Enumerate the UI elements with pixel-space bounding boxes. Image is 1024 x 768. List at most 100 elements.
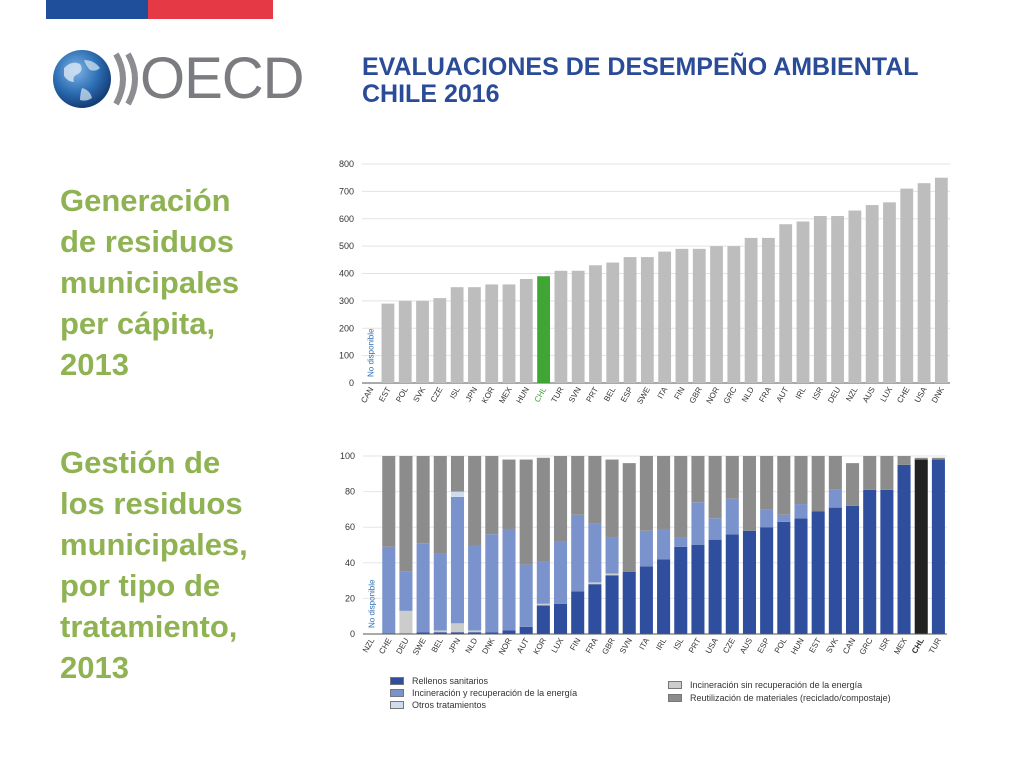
x-tick-label-prt: PRT [584, 385, 600, 403]
bar-lux [883, 202, 896, 383]
bar-segment-hun-landfill [794, 518, 808, 634]
legend-item-incineration-no-energy: Incineración sin recuperación de la ener… [668, 680, 862, 690]
bar-svk [416, 300, 429, 383]
x-tick-label-fra: FRA [584, 636, 600, 655]
x-tick-label-usa: USA [913, 385, 929, 404]
bar-che [900, 188, 914, 383]
page-title-line-2: CHILE 2016 [362, 80, 500, 108]
bar-segment-dnk-recycling [485, 456, 499, 535]
bar-segment-kor-landfill [536, 605, 550, 634]
bar-tur [554, 270, 568, 383]
bar-segment-grc-landfill [863, 489, 877, 634]
bar-segment-isl-incineration_energy [674, 537, 688, 547]
bar-segment-fra-incineration_energy [588, 523, 602, 583]
bar-segment-nor-recycling [502, 459, 516, 529]
flag-stripe-blue [46, 0, 148, 19]
bar-segment-pol-landfill [777, 521, 791, 634]
bar-segment-jpn-landfill [450, 632, 464, 634]
bar-segment-cze-landfill [725, 534, 739, 634]
bar-segment-kor-incineration_no_energy [536, 603, 550, 606]
bar-segment-esp-landfill [760, 527, 774, 634]
x-tick-label-nld: NLD [464, 636, 480, 655]
legend-swatch-recycling [668, 694, 682, 702]
bar-segment-can-landfill [846, 505, 860, 634]
x-tick-label-fra: FRA [757, 385, 773, 404]
legend-label-incineration-energy: Incineración y recuperación de la energí… [412, 688, 578, 698]
x-tick-label-svk: SVK [824, 636, 840, 655]
bar-segment-jpn-incineration_no_energy [450, 623, 464, 633]
chart-waste-treatment: 0 20 40 60 80 100 No disponible NZL CHE DEU SWE BEL… [340, 451, 947, 657]
legend-swatch-landfill [390, 677, 404, 685]
section-title-generation: Generación de residuos municipales per c… [60, 183, 240, 382]
bar-gbr [692, 248, 706, 383]
x-tick-label-aus: AUS [738, 637, 754, 656]
x-tick-label-isl: ISL [448, 385, 462, 400]
bar-nzl [848, 210, 862, 383]
y-tick-label: 40 [345, 558, 355, 568]
oecd-logo-text: OECD [140, 46, 305, 111]
x-tick-label-che: CHE [377, 637, 393, 656]
bar-segment-grc-recycling [863, 456, 877, 490]
bar-fin [675, 248, 689, 383]
x-tick-label-bel: BEL [430, 636, 446, 654]
x-tick-label-esp: ESP [756, 637, 772, 655]
x-tick-label-aut: AUT [515, 636, 531, 654]
y-tick-label: 300 [339, 296, 354, 306]
legend-label-recycling: Reutilización de materiales (reciclado/c… [690, 693, 891, 703]
x-tick-label-dnk: DNK [930, 385, 947, 405]
x-tick-label-aus: AUS [861, 386, 877, 405]
x-tick-label-irl: IRL [654, 636, 668, 652]
bar-fra [762, 237, 775, 383]
x-tick-label-jpn: JPN [464, 385, 479, 403]
x-tick-label-jpn: JPN [447, 636, 462, 654]
bar-segment-bel-recycling [433, 456, 447, 554]
bar-segment-nor-landfill [502, 630, 516, 634]
bar-segment-svk-landfill [828, 507, 842, 634]
section-title-management: Gestión de los residuos municipales, por… [60, 445, 248, 685]
legend-swatch-incineration-no-energy [668, 681, 682, 689]
bar-segment-irl-landfill [657, 559, 671, 634]
y-tick-label: 600 [339, 214, 354, 224]
flag-stripe-red [148, 0, 273, 19]
bar-cze [433, 298, 447, 383]
bar-irl [796, 221, 810, 383]
x-tick-label-est: EST [807, 636, 823, 654]
x-tick-label-isl: ISL [672, 636, 686, 651]
bar-segment-ita-landfill [639, 566, 653, 634]
bar-deu [831, 216, 844, 383]
bar-nor [710, 246, 723, 383]
bar-bel [606, 262, 620, 383]
bar-segment-aut-recycling [519, 459, 533, 565]
x-tick-label-nld: NLD [740, 385, 756, 404]
x-tick-label-ita: ITA [637, 636, 651, 651]
y-tick-label: 200 [339, 323, 354, 333]
bar-segment-jpn-other [450, 491, 464, 497]
y-tick-label: 500 [339, 241, 354, 251]
chart-waste-per-capita: 0 100 200 300 400 500 600 700 800 No disponible CA… [339, 159, 950, 406]
bar-segment-aus-recycling [742, 456, 756, 531]
bar-segment-fra-landfill [588, 584, 602, 634]
bar-mex [502, 284, 516, 383]
bar-kor [485, 284, 499, 383]
bar-segment-est-landfill [811, 511, 825, 634]
bar-segment-swe-incineration_energy [416, 543, 430, 633]
x-tick-label-cze: CZE [721, 637, 737, 655]
bar-segment-swe-landfill [416, 632, 430, 634]
bar-segment-pol-incineration_energy [777, 514, 791, 522]
bar-segment-nld-recycling [468, 456, 482, 545]
globe-icon [53, 50, 111, 108]
bar-segment-hun-incineration_energy [794, 504, 808, 519]
bar-segment-che-recycling [382, 456, 396, 547]
y-tick-label: 800 [339, 159, 354, 169]
y-tick-label: 100 [339, 351, 354, 361]
bar-aut [779, 224, 793, 383]
bar-segment-kor-incineration_energy [536, 561, 550, 604]
bar-svn [571, 270, 585, 383]
bar-segment-cze-incineration_energy [725, 498, 739, 535]
x-tick-label-svn: SVN [618, 636, 634, 655]
x-tick-label-can: CAN [841, 636, 857, 655]
x-tick-label-tur: TUR [927, 636, 943, 655]
x-tick-label-dnk: DNK [480, 636, 497, 656]
bar-segment-aut-landfill [519, 626, 533, 634]
bar-segment-svk-recycling [828, 456, 842, 490]
